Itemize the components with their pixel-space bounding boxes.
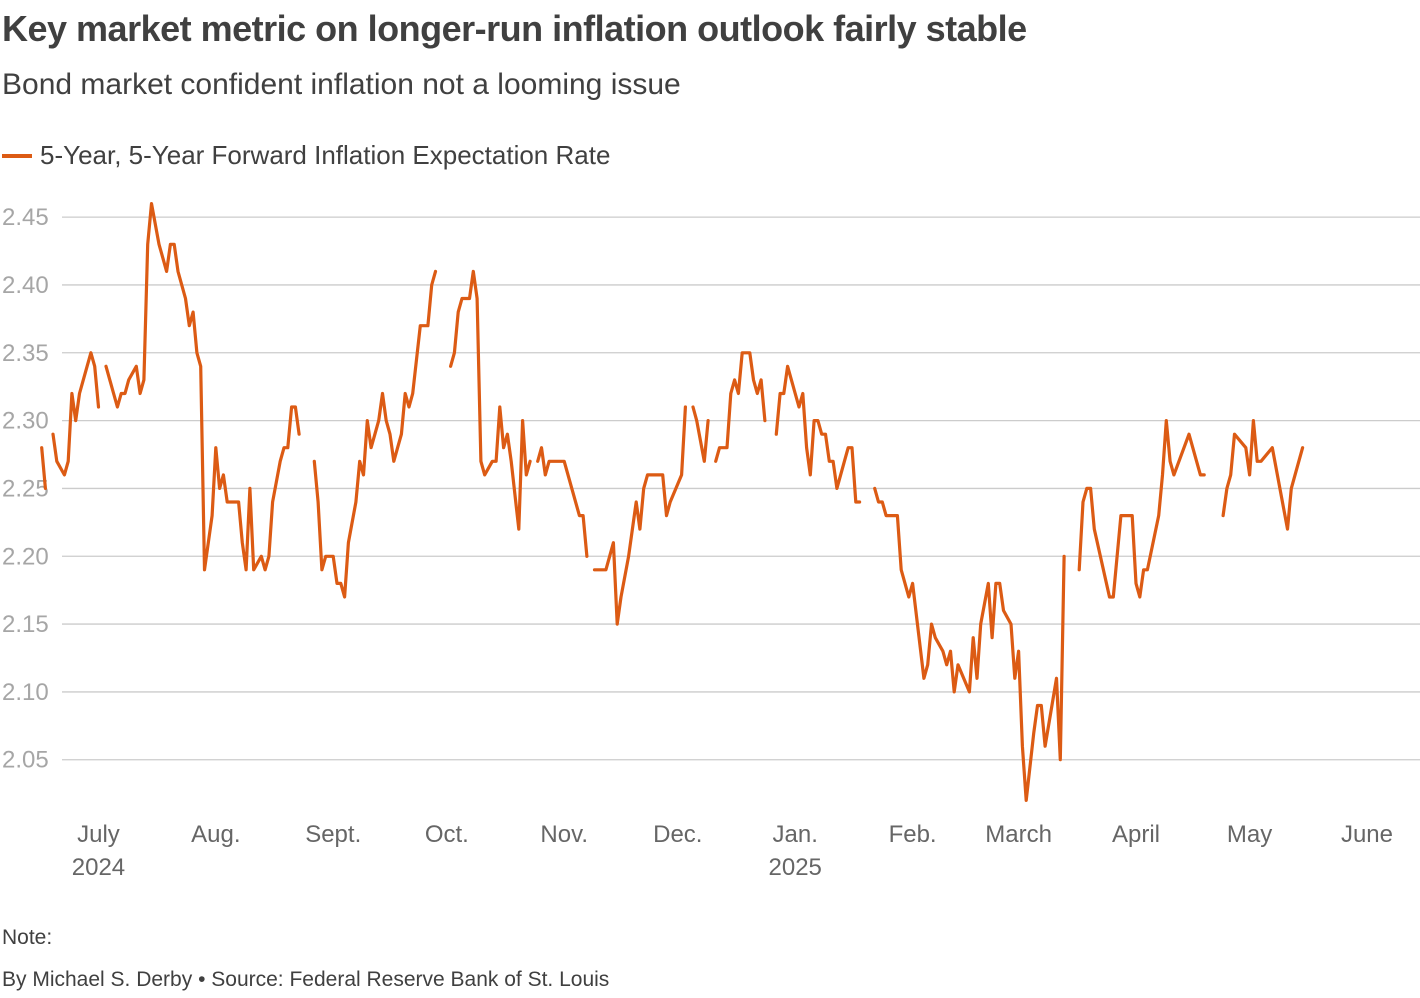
series-line-segment — [691, 405, 710, 463]
series-line-segment — [774, 364, 862, 504]
legend-label: 5-Year, 5-Year Forward Inflation Expecta… — [40, 140, 611, 170]
x-axis-ticks: July 2024 Aug. Sept. Oct. Nov. Dec. Jan. 2025 Feb… — [72, 821, 1393, 881]
legend-swatch — [2, 153, 32, 158]
x-tick-year-label: 2025 — [769, 854, 822, 881]
x-tick-label: June — [1341, 821, 1393, 848]
series-line-segment — [40, 446, 47, 490]
y-tick-label: 2.40 — [2, 272, 49, 299]
x-tick-label: Dec. — [653, 821, 702, 848]
x-tick-label: March — [985, 821, 1052, 848]
series-line-segment — [592, 405, 687, 626]
x-tick-label: Nov. — [540, 821, 588, 848]
x-tick-label: Sept. — [305, 821, 361, 848]
y-tick-label: 2.30 — [2, 408, 49, 435]
y-tick-label: 2.25 — [2, 475, 49, 502]
chart-title: Key market metric on longer-run inflatio… — [2, 8, 1027, 49]
series-line-segment — [714, 351, 767, 463]
chart-note: Note: — [2, 926, 53, 949]
series-line-segment — [873, 486, 1066, 802]
chart-source: By Michael S. Derby • Source: Federal Re… — [2, 968, 610, 991]
y-tick-label: 2.05 — [2, 747, 49, 774]
series-line-segment — [312, 269, 438, 599]
series-line-segment — [51, 351, 101, 477]
series-lines — [40, 202, 1305, 802]
x-tick-label: Oct. — [425, 821, 469, 848]
x-tick-year-label: 2024 — [72, 854, 125, 881]
series-line-segment — [449, 269, 532, 531]
x-tick-label: Feb. — [889, 821, 937, 848]
series-line-segment — [1221, 419, 1305, 531]
y-axis-ticks: 2.05 2.10 2.15 2.20 2.25 2.30 2.35 2.40 2.45 — [2, 204, 49, 774]
y-tick-label: 2.10 — [2, 679, 49, 706]
x-tick-label: Jan. — [773, 821, 818, 848]
line-chart: 2.05 2.10 2.15 2.20 2.25 2.30 2.35 2.40 2.45 Jul… — [2, 202, 1420, 881]
series-line-segment — [536, 446, 589, 558]
legend: 5-Year, 5-Year Forward Inflation Expecta… — [2, 140, 610, 171]
series-line-segment — [1077, 419, 1206, 599]
chart-subtitle: Bond market confident inflation not a lo… — [2, 68, 681, 101]
y-tick-label: 2.35 — [2, 340, 49, 367]
x-tick-label: July — [77, 821, 120, 848]
y-tick-label: 2.20 — [2, 543, 49, 570]
x-tick-label: Aug. — [191, 821, 240, 848]
x-tick-label: May — [1227, 821, 1272, 848]
grid-lines — [62, 216, 1420, 761]
series-line-segment — [104, 202, 301, 572]
y-tick-label: 2.15 — [2, 611, 49, 638]
y-tick-label: 2.45 — [2, 204, 49, 231]
x-tick-label: April — [1112, 821, 1160, 848]
